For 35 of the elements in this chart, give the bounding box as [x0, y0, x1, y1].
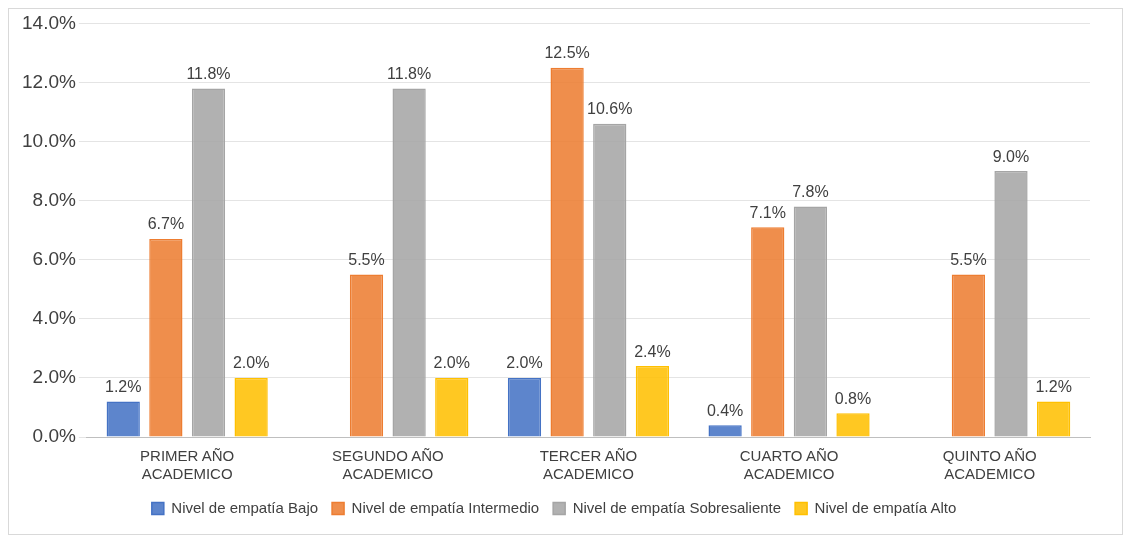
x-tick-label: SEGUNDO AÑO ACADEMICO	[331, 447, 444, 483]
x-tick-label: PRIMER AÑO ACADEMICO	[140, 447, 235, 483]
data-label: 1.2%	[1035, 377, 1072, 395]
data-label: 11.8%	[387, 64, 432, 82]
y-tick-label: 14.0%	[22, 11, 76, 33]
data-label: 7.1%	[749, 203, 786, 221]
data-label: 5.5%	[950, 250, 987, 268]
data-label: 9.0%	[992, 147, 1030, 165]
y-tick-label: 12.0%	[22, 70, 76, 92]
x-tick-label: CUARTO AÑO ACADEMICO	[739, 447, 839, 483]
y-tick-label: 0.0%	[32, 425, 76, 447]
data-label: 6.7%	[147, 215, 185, 233]
data-label: 0.4%	[706, 401, 744, 419]
y-tick-label: 8.0%	[32, 188, 76, 210]
data-label: 0.8%	[834, 389, 872, 407]
legend-label: Nivel de empatía Bajo	[171, 498, 319, 516]
legend-label: Nivel de empatía Sobresaliente	[572, 498, 782, 516]
data-label: 5.5%	[348, 250, 385, 268]
data-label: 12.5%	[544, 44, 590, 62]
data-label: 2.4%	[634, 342, 671, 360]
legend-label: Nivel de empatía Alto	[814, 498, 957, 516]
legend-label: Nivel de empatía Intermedio	[351, 498, 540, 516]
x-tick-label: QUINTO AÑO ACADEMICO	[942, 447, 1037, 483]
y-tick-label: 4.0%	[32, 307, 76, 329]
y-tick-label: 6.0%	[32, 247, 76, 269]
data-label: 10.6%	[587, 100, 633, 118]
data-label: 2.0%	[433, 354, 470, 372]
y-tick-label: 10.0%	[22, 129, 76, 151]
x-tick-label: TERCER AÑO ACADEMICO	[539, 447, 638, 483]
data-label: 2.0%	[506, 354, 543, 372]
data-label: 11.8%	[186, 64, 231, 82]
y-tick-label: 2.0%	[32, 366, 76, 388]
data-label: 7.8%	[792, 182, 829, 200]
data-label: 1.2%	[105, 377, 142, 395]
data-label: 2.0%	[232, 354, 270, 372]
